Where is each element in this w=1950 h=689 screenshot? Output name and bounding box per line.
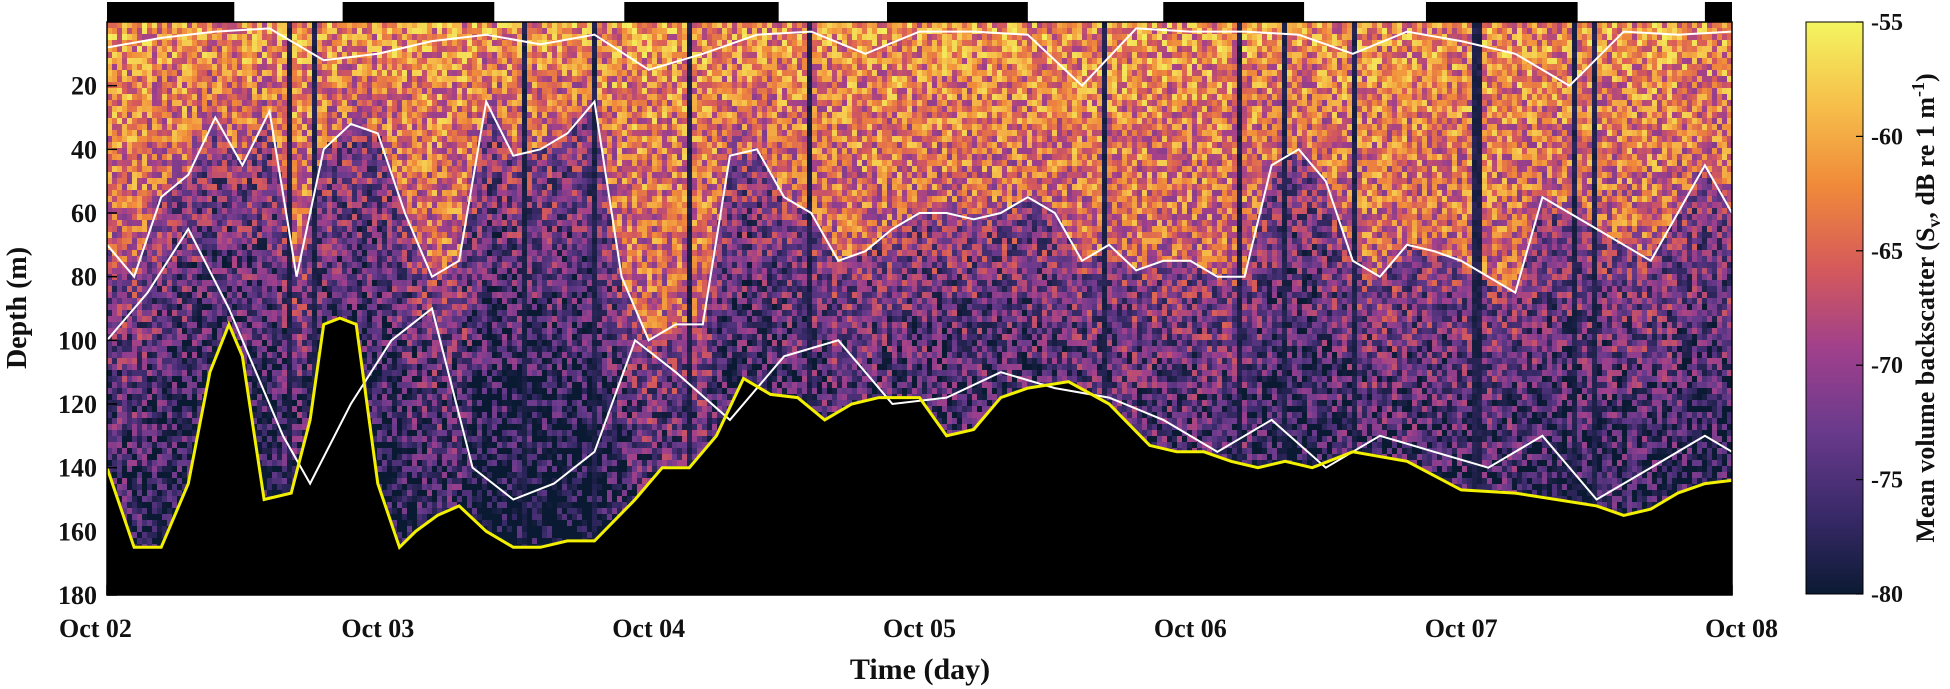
colorbar: -55 -60 -65 -70 -75 -80 Mean volume backscatt… <box>1805 10 1944 608</box>
y-tick-label: 160 <box>58 517 97 546</box>
x-tick-label: Oct 05 <box>883 614 956 643</box>
night-bar <box>887 2 1028 22</box>
colorbar-tick-label: -65 <box>1871 239 1903 265</box>
colorbar-tick-label: -70 <box>1871 353 1903 379</box>
y-tick-label: 180 <box>58 581 97 610</box>
night-bar <box>1163 2 1305 22</box>
y-tick-label: 40 <box>71 135 97 164</box>
plot-area <box>107 22 1732 595</box>
layer-line-3 <box>107 226 1732 501</box>
night-bar <box>342 2 495 22</box>
y-tick-label: 100 <box>58 326 97 355</box>
colorbar-ticks: -55 -60 -65 -70 -75 -80 <box>1856 10 1903 608</box>
x-tick-label: Oct 07 <box>1425 614 1498 643</box>
layer-line-2 <box>107 98 1732 342</box>
colorbar-tick-label: -80 <box>1871 582 1903 608</box>
x-tick-label: Oct 08 <box>1705 614 1778 643</box>
night-bar <box>1704 2 1732 22</box>
y-tick-label: 20 <box>71 72 97 101</box>
night-bar <box>1425 2 1578 22</box>
x-axis-label: Time (day) <box>850 653 990 686</box>
layer-line-1 <box>107 27 1732 88</box>
colorbar-label: Mean volume backscatter (Sv, dB re 1 m-1… <box>1908 73 1944 542</box>
colorbar-tick-label: -55 <box>1871 10 1903 36</box>
y-axis-label: Depth (m) <box>2 247 33 369</box>
colorbar-gradient <box>1805 21 1864 595</box>
x-tick-label: Oct 04 <box>612 614 685 643</box>
y-tick-label: 80 <box>71 263 97 292</box>
day-night-bar <box>107 2 1732 22</box>
y-tick-label: 60 <box>71 199 97 228</box>
night-bar <box>624 2 779 22</box>
x-tick-label: Oct 06 <box>1154 614 1227 643</box>
colorbar-tick-label: -75 <box>1871 468 1903 494</box>
x-tick-label: Oct 03 <box>341 614 414 643</box>
y-axis: 20 40 60 80 100 120 140 160 180 <box>58 72 117 610</box>
y-tick-label: 140 <box>58 454 97 483</box>
layer-boundary-lines <box>107 27 1732 501</box>
seabed-line <box>107 316 1732 551</box>
backscatter-heatmap <box>107 22 1732 556</box>
colorbar-tick-label: -60 <box>1871 124 1903 150</box>
seabed-fill <box>107 318 1732 595</box>
night-bar <box>107 2 235 22</box>
x-axis: Oct 02 Oct 03 Oct 04 Oct 05 Oct 06 Oct 07 Oct … <box>59 585 1778 643</box>
x-tick-label: Oct 02 <box>59 614 132 643</box>
y-tick-label: 120 <box>58 390 97 419</box>
